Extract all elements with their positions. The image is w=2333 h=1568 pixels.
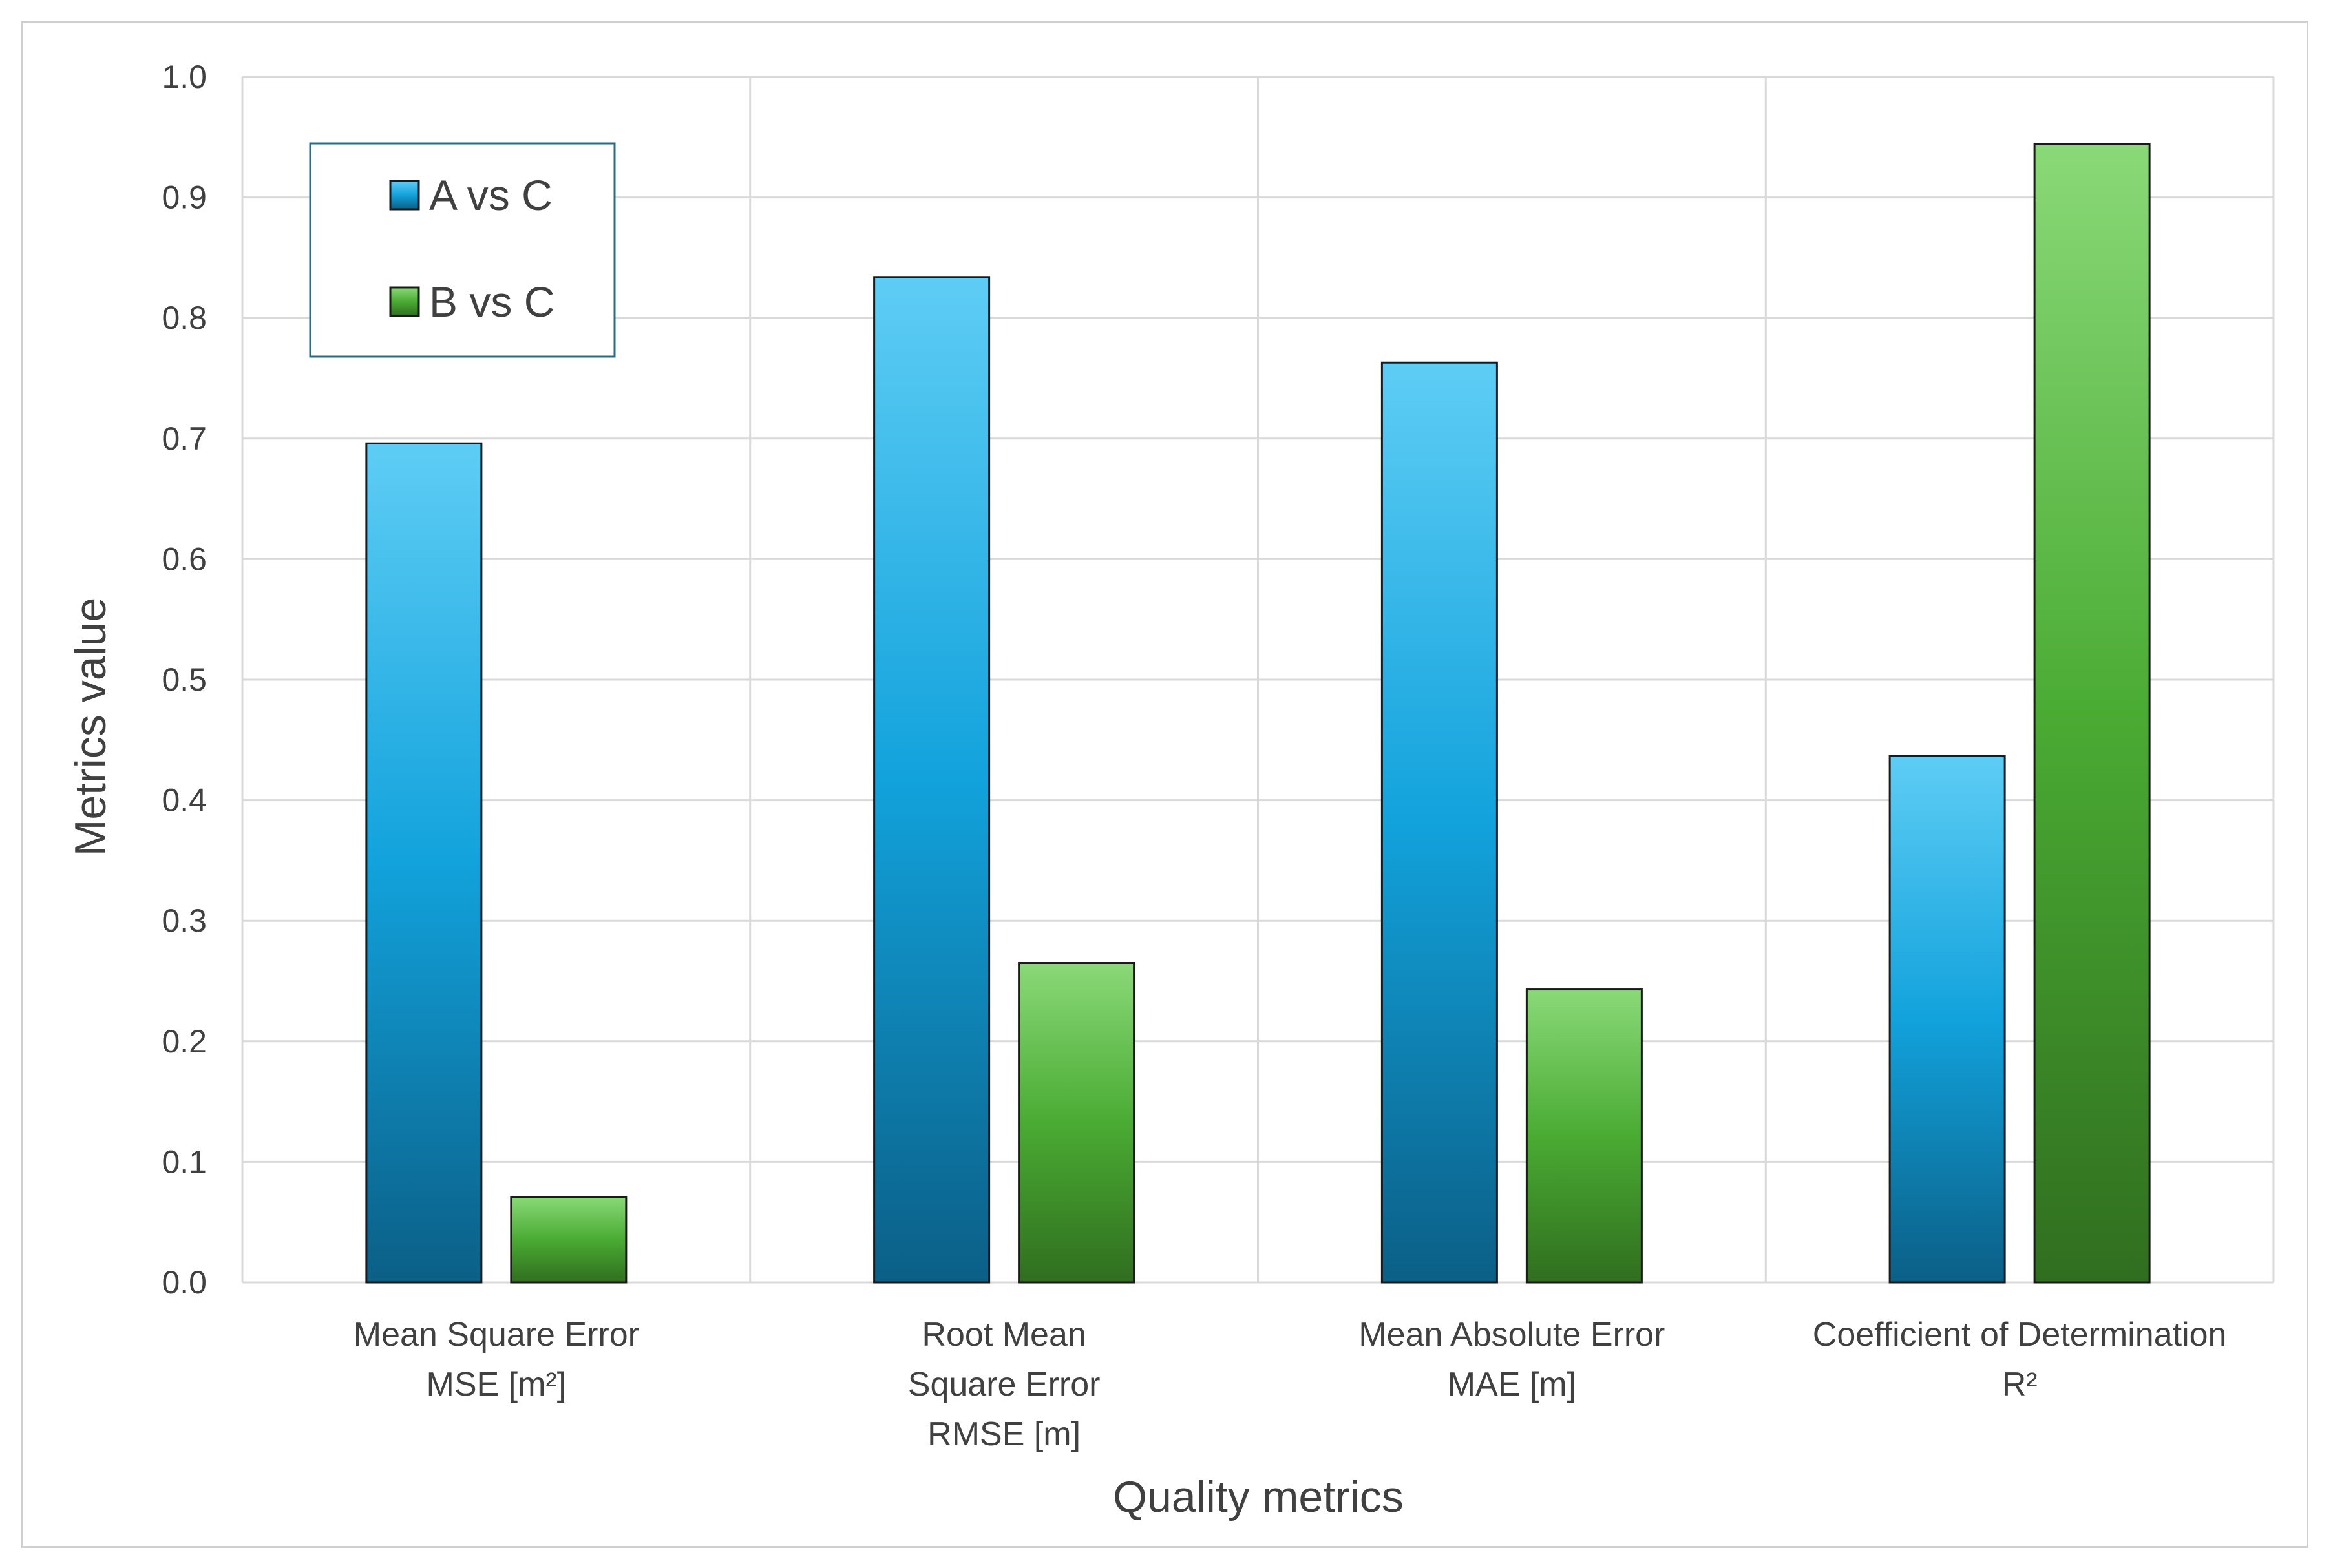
x-axis-title: Quality metrics — [1113, 1472, 1404, 1521]
bar-b-vs-c-3 — [1525, 988, 1643, 1284]
category-label: Mean Square Error — [354, 1316, 639, 1354]
category-label: R² — [2002, 1366, 2038, 1403]
y-tick-label: 0.4 — [162, 782, 207, 819]
legend-swatch-a-vs-c — [389, 180, 420, 211]
category-label: Mean Absolute Error — [1358, 1316, 1665, 1354]
bar-b-vs-c-4 — [2033, 143, 2151, 1284]
bar-b-vs-c-2 — [1018, 962, 1135, 1284]
y-tick-label: 0.8 — [162, 300, 207, 336]
y-tick-label: 0.5 — [162, 662, 207, 698]
category-label: Root Mean — [922, 1316, 1086, 1354]
legend-box — [309, 142, 616, 358]
y-tick-label: 0.2 — [162, 1023, 207, 1060]
y-tick-label: 0.3 — [162, 903, 207, 939]
legend-label: B vs C — [429, 278, 554, 326]
legend-swatch-b-vs-c — [389, 286, 420, 317]
bar-a-vs-c-3 — [1380, 361, 1498, 1284]
legend-label: A vs C — [429, 171, 553, 219]
y-tick-label: 0.0 — [162, 1264, 207, 1301]
category-label: Coefficient of Determination — [1813, 1316, 2227, 1354]
legend: A vs C B vs C — [309, 142, 616, 358]
y-tick-label: 1.0 — [162, 59, 207, 95]
bar-a-vs-c-2 — [873, 276, 991, 1284]
bars — [365, 143, 2151, 1284]
bar-b-vs-c-1 — [510, 1196, 628, 1284]
category-label: Square Error — [908, 1366, 1101, 1403]
y-tick-label: 0.1 — [162, 1144, 207, 1180]
category-labels: Mean Square Error MSE [m²] Root Mean Square… — [354, 1316, 2227, 1453]
category-label: MAE [m] — [1448, 1366, 1576, 1403]
y-tick-label: 0.6 — [162, 541, 207, 577]
y-tick-label: 0.7 — [162, 421, 207, 457]
y-tick-label: 0.9 — [162, 180, 207, 216]
y-tick-labels: 0.0 0.1 0.2 0.3 0.4 0.5 0.6 0.7 0.8 0.9 1.0 — [162, 59, 207, 1301]
bar-a-vs-c-1 — [365, 442, 483, 1284]
bar-a-vs-c-4 — [1888, 755, 2006, 1284]
category-label: RMSE [m] — [927, 1416, 1081, 1453]
y-axis-title: Metrics value — [66, 598, 115, 857]
category-label: MSE [m²] — [427, 1366, 567, 1403]
